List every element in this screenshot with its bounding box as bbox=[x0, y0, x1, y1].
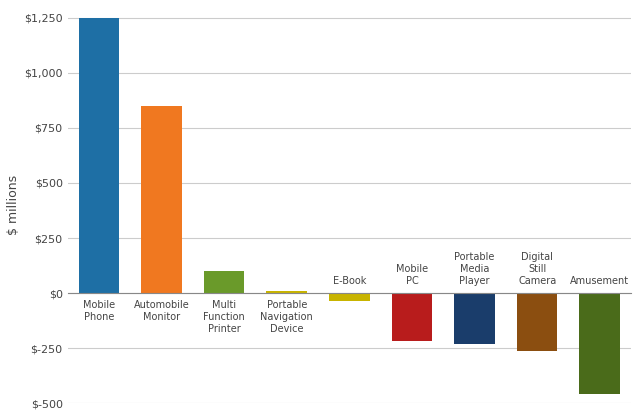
Bar bbox=[141, 106, 182, 293]
Bar bbox=[454, 293, 495, 344]
Bar bbox=[579, 293, 620, 394]
Text: Multi
Function
Printer: Multi Function Printer bbox=[204, 300, 245, 334]
Text: Portable
Media
Player: Portable Media Player bbox=[454, 252, 495, 286]
Bar bbox=[516, 293, 557, 352]
Bar bbox=[266, 291, 307, 293]
Text: Mobile
PC: Mobile PC bbox=[396, 264, 428, 286]
Text: Portable
Navigation
Device: Portable Navigation Device bbox=[260, 300, 313, 334]
Y-axis label: $ millions: $ millions bbox=[7, 175, 20, 235]
Text: Mobile
Phone: Mobile Phone bbox=[83, 300, 115, 322]
Bar bbox=[392, 293, 432, 342]
Text: Automobile
Monitor: Automobile Monitor bbox=[134, 300, 189, 322]
Bar bbox=[204, 271, 244, 293]
Bar bbox=[329, 293, 370, 301]
Text: E-Book: E-Book bbox=[333, 276, 366, 286]
Text: Digital
Still
Camera: Digital Still Camera bbox=[518, 252, 556, 286]
Text: Amusement: Amusement bbox=[570, 276, 629, 286]
Bar bbox=[79, 18, 119, 293]
